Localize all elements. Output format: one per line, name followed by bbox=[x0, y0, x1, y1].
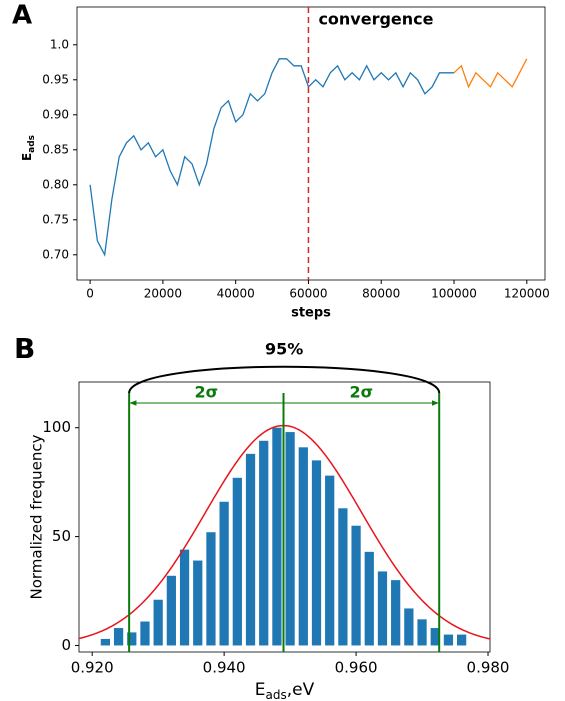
bar bbox=[193, 560, 203, 646]
bar bbox=[272, 427, 282, 646]
x-tick-label: 0.920 bbox=[71, 659, 114, 677]
x-tick-label: 20000 bbox=[144, 287, 182, 301]
x-tick-label: 100000 bbox=[431, 287, 477, 301]
bar bbox=[417, 619, 427, 646]
bar bbox=[430, 628, 440, 646]
x-axis-label: steps bbox=[291, 306, 331, 321]
bar bbox=[153, 599, 163, 646]
bar bbox=[100, 638, 111, 646]
y-tick-label: 1.0 bbox=[50, 37, 69, 51]
panel-label: B bbox=[14, 332, 35, 365]
sigma-label: 2σ bbox=[350, 383, 374, 402]
bar bbox=[443, 634, 454, 646]
annotation: convergence bbox=[318, 10, 433, 29]
bar bbox=[179, 549, 190, 646]
x-tick-label: 40000 bbox=[217, 287, 255, 301]
bar bbox=[404, 608, 414, 646]
y-tick-label: 0.80 bbox=[42, 177, 69, 191]
x-axis-label-main: E bbox=[255, 680, 266, 700]
bar bbox=[245, 453, 256, 646]
bar bbox=[206, 532, 216, 646]
x-axis-label-sub: ads bbox=[266, 688, 287, 701]
y-tick-label: 0.70 bbox=[42, 247, 69, 261]
x-tick-label: 0 bbox=[86, 287, 94, 301]
bar bbox=[219, 501, 229, 646]
y-axis-label: Eads bbox=[20, 135, 37, 161]
y-tick-label: 0.85 bbox=[42, 142, 69, 156]
x-tick-label: 0.940 bbox=[203, 659, 246, 677]
interval-label: 95% bbox=[265, 340, 303, 359]
bar bbox=[127, 632, 137, 646]
y-axis-label: Normalized frequency bbox=[28, 434, 46, 599]
y-axis-label-main: E bbox=[20, 153, 34, 161]
bar bbox=[311, 460, 322, 646]
bar bbox=[166, 575, 176, 646]
bar bbox=[364, 551, 374, 646]
panel-label: A bbox=[12, 1, 32, 31]
y-tick-label: 100 bbox=[42, 418, 71, 436]
x-tick-label: 0.980 bbox=[467, 659, 510, 677]
x-axis-label: Eads,eV bbox=[255, 680, 315, 701]
bar bbox=[298, 447, 308, 646]
y-tick-label: 50 bbox=[52, 527, 71, 545]
y-axis-label-sub: ads bbox=[27, 135, 37, 153]
bar bbox=[351, 525, 361, 646]
bar bbox=[377, 571, 388, 646]
bar bbox=[457, 634, 467, 646]
bar bbox=[325, 475, 335, 646]
plot-frame bbox=[76, 6, 546, 281]
y-tick-label: 0.90 bbox=[42, 107, 69, 121]
y-tick-label: 0.95 bbox=[42, 72, 69, 86]
bar bbox=[259, 440, 269, 646]
x-tick-label: 60000 bbox=[289, 287, 327, 301]
x-axis-label-unit: ,eV bbox=[287, 680, 315, 700]
bar bbox=[338, 508, 348, 646]
x-tick-label: 80000 bbox=[362, 287, 400, 301]
series-line bbox=[89, 58, 455, 257]
y-tick-label: 0.75 bbox=[42, 212, 69, 226]
y-tick-label: 0 bbox=[61, 636, 71, 654]
bar bbox=[391, 580, 401, 646]
series-line bbox=[453, 58, 528, 89]
bar bbox=[113, 628, 124, 646]
x-tick-label: 120000 bbox=[504, 287, 550, 301]
interval-bracket bbox=[128, 365, 441, 394]
bar bbox=[140, 621, 150, 646]
x-tick-label: 0.960 bbox=[335, 659, 378, 677]
bar bbox=[232, 477, 242, 646]
bar bbox=[285, 432, 295, 646]
sigma-label: 2σ bbox=[195, 383, 219, 402]
